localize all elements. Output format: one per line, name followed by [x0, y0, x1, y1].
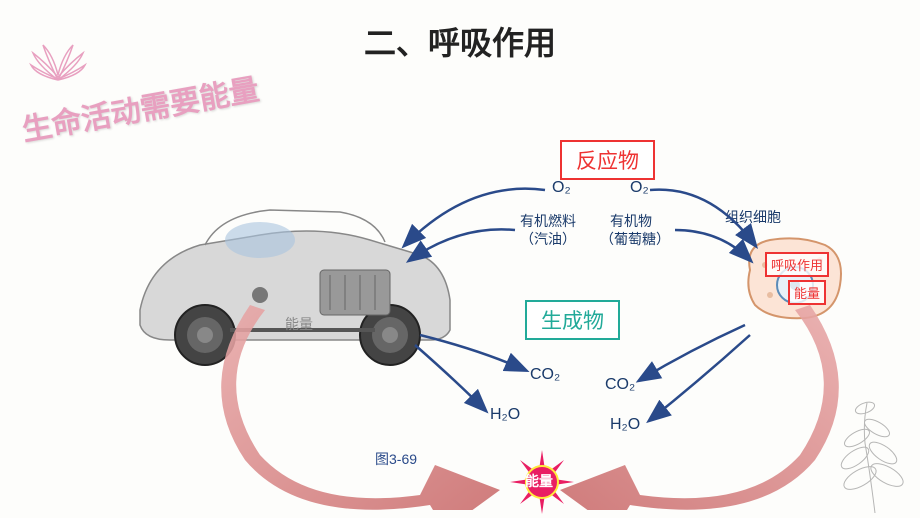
respiration-label: 呼吸作用 — [765, 252, 829, 277]
tissue-cell-label: 组织细胞 — [725, 208, 781, 226]
fuel-right-1: 有机物 — [610, 212, 652, 230]
fuel-left-1: 有机燃料 — [520, 212, 576, 230]
lotus-icon — [28, 35, 88, 85]
reactants-box: 反应物 — [560, 140, 655, 180]
fuel-left-2: （汽油） — [520, 230, 576, 248]
page-title: 二、呼吸作用 — [0, 0, 920, 64]
energy-center-label: 能量 — [525, 472, 553, 490]
curved-arrow-left — [220, 300, 500, 510]
fuel-right-2: （葡萄糖） — [600, 230, 670, 248]
diagram-container: 反应物 生成物 O₂ O₂ 有机燃料 （汽油） 有机物 （葡萄糖） 组织细胞 C… — [120, 150, 860, 510]
curved-arrow-right — [560, 300, 840, 510]
co2-left-label: CO₂ — [530, 365, 560, 386]
o2-right-label: O₂ — [630, 178, 649, 199]
o2-left-label: O₂ — [552, 178, 571, 199]
